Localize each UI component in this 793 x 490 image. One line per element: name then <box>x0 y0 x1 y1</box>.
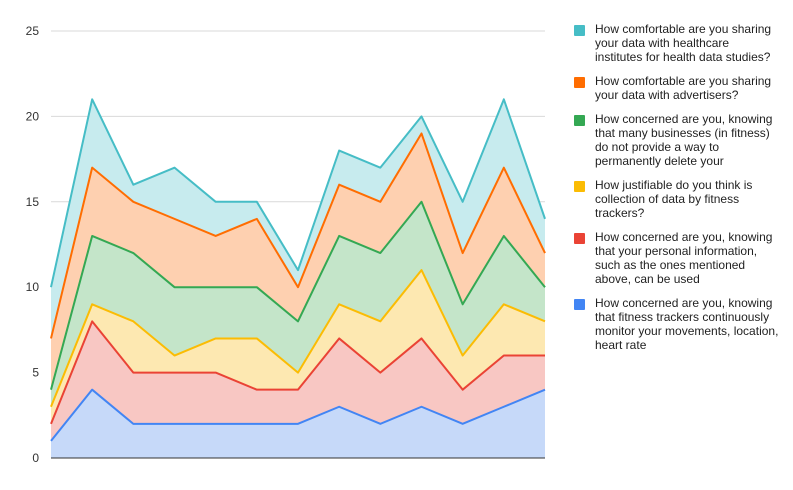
series-line-1 <box>50 388 546 442</box>
legend-swatch <box>574 299 585 310</box>
legend-label: How justifiable do you think is collecti… <box>595 178 753 220</box>
legend-swatch <box>574 77 585 88</box>
legend-swatch <box>574 233 585 244</box>
y-tick-label: 15 <box>26 195 40 209</box>
series-area-2 <box>51 321 545 441</box>
legend-item: How justifiable do you think is collecti… <box>574 178 779 220</box>
series-areas <box>51 99 545 458</box>
y-tick-label: 5 <box>32 366 39 380</box>
legend-swatch <box>574 115 585 126</box>
legend-item: How concerned are you, knowing that many… <box>574 112 779 168</box>
y-tick-label: 0 <box>32 451 39 465</box>
series-line-3 <box>50 269 546 408</box>
y-axis-tick-labels: 0 5 10 15 20 25 <box>26 24 40 465</box>
series-line-5 <box>50 132 546 339</box>
series-area-3 <box>51 270 545 424</box>
series-area-4 <box>51 201 545 407</box>
legend-label: How comfortable are you sharing your dat… <box>595 22 772 64</box>
series-lines <box>50 98 546 442</box>
legend-item: How concerned are you, knowing that your… <box>574 230 779 286</box>
legend-swatch <box>574 181 585 192</box>
y-tick-label: 10 <box>26 280 40 294</box>
legend-label: How concerned are you, knowing that many… <box>595 112 773 168</box>
legend-item: How concerned are you, knowing that fitn… <box>574 296 779 352</box>
legend: How comfortable are you sharing your dat… <box>574 22 779 362</box>
legend-item: How comfortable are you sharing your dat… <box>574 74 779 102</box>
series-area-6 <box>51 99 545 339</box>
series-line-4 <box>50 200 546 390</box>
legend-label: How comfortable are you sharing your dat… <box>595 74 772 102</box>
legend-item: How comfortable are you sharing your dat… <box>574 22 779 64</box>
series-line-2 <box>50 320 545 425</box>
y-tick-label: 20 <box>26 109 40 123</box>
legend-swatch <box>574 25 585 36</box>
series-line-6 <box>50 98 546 288</box>
legend-label: How concerned are you, knowing that your… <box>595 230 773 286</box>
y-tick-label: 25 <box>26 24 40 38</box>
series-area-5 <box>51 133 545 390</box>
legend-label: How concerned are you, knowing that fitn… <box>595 296 779 352</box>
